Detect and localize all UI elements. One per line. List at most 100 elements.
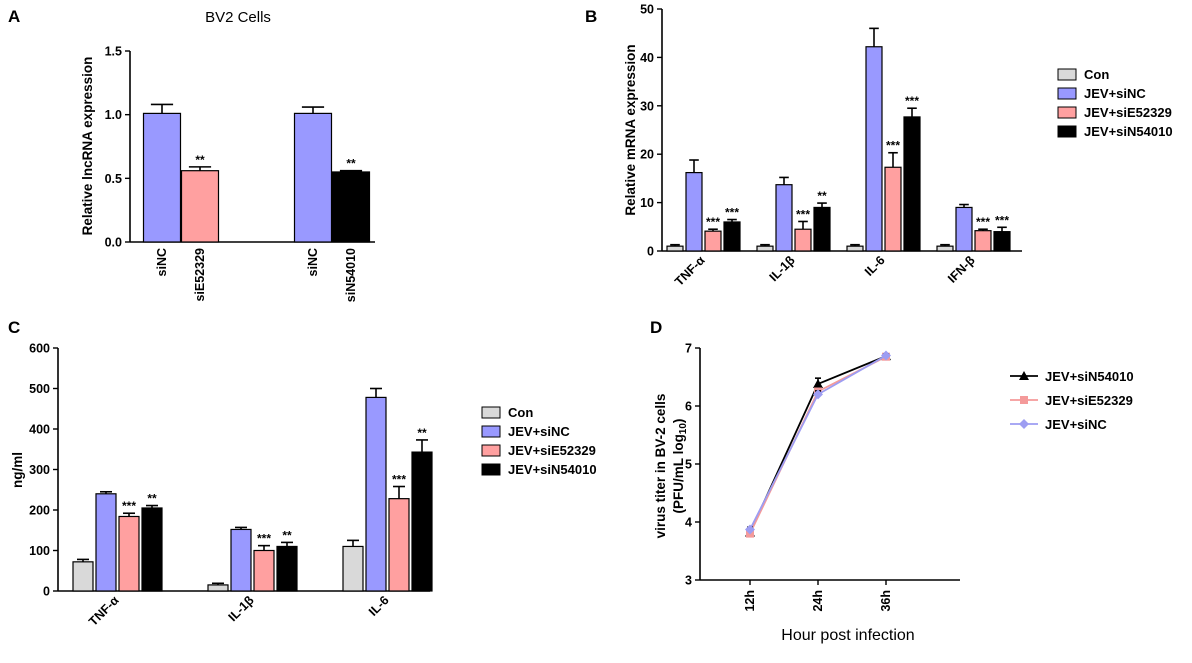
panel-d-legend-marker [1019,419,1029,429]
panel-b-significance: *** [995,213,1009,227]
panel-d-point [813,378,823,388]
panel-d-x-tick-label: 12h [743,590,757,612]
panel-d-point [813,389,823,400]
panel-a-bar [293,112,333,243]
panel-d-legend-marker [1020,396,1028,404]
panel-d-ylabel-line1: virus titer in BV-2 cells [653,394,668,539]
panel-b-y-tick-label: 50 [640,3,654,17]
panel-b-bar [974,230,992,252]
panel-letter-a: A [8,7,20,26]
panel-d-point [881,350,891,361]
panel-d-x-tick-label: 36h [879,590,893,612]
panel-c-y-tick-label: 400 [29,423,50,437]
panel-b-x-category-label: IL-1β [767,253,798,284]
panel-d-x-tick-label: 24h [811,590,825,612]
panel-d-chart: virus titer in BV-2 cells (PFU/mL log10)… [653,342,1134,645]
panel-c-bar [207,584,229,592]
panel-b-legend-label: Con [1084,67,1109,82]
panel-d-legend-marker [1019,371,1029,380]
panel-b-legend-swatch [1057,125,1077,138]
panel-c-legend-swatch [481,406,501,419]
panel-b-y-tick-label: 0 [647,245,654,259]
panel-c-ylabel: ng/ml [10,452,25,488]
panel-c-bar [342,545,364,592]
panel-d-y-tick-label: 3 [685,574,692,588]
panel-c-legend-swatch [481,444,501,457]
panel-b-legend-swatch [1057,87,1077,100]
panel-b-y-tick-label: 30 [640,99,654,113]
panel-b-significance: *** [706,215,720,229]
panel-c-legend-label: Con [508,405,533,420]
panel-b-ylabel: Relative mRNA expression [623,44,638,215]
panel-b-legend-swatch [1057,106,1077,119]
panel-c-legend-label: JEV+siE52329 [508,443,596,458]
panel-b-bar [846,245,864,252]
panel-a-ylabel: Relative lncRNA expression [80,57,95,236]
panel-c-bar [230,528,252,592]
panel-c-x-category-label: IL-6 [366,593,392,619]
panel-a-y-tick-label: 0.5 [105,172,122,186]
panel-a-y-tick-label: 0.0 [105,236,122,250]
panel-b-bar [884,166,902,252]
panel-c-significance: ** [147,492,157,506]
panel-a-x-label: siNC [155,248,169,276]
panel-c-bar [276,545,298,592]
panel-c-y-tick-label: 500 [29,382,50,396]
panel-b-bar [775,184,793,252]
panel-b-legend-label: JEV+siE52329 [1084,105,1172,120]
panel-b-y-tick-label: 20 [640,148,654,162]
panel-c-legend-label: JEV+siNC [508,424,570,439]
panel-c-y-tick-label: 600 [29,342,50,356]
panel-c-bar [253,549,275,592]
panel-d-legend-label: JEV+siNC [1045,417,1107,432]
panel-c-significance: ** [282,528,292,542]
panel-d-xlabel: Hour post infection [781,627,914,644]
panel-b-significance: *** [976,215,990,229]
panel-d-legend-label: JEV+siN54010 [1045,369,1134,384]
panel-d-y-tick-label: 6 [685,400,692,414]
panel-b-significance: *** [886,139,900,153]
panel-letter-b: B [585,7,597,26]
panel-a-bar [331,171,371,243]
panel-a-significance: ** [346,157,356,171]
panel-c-significance: ** [417,426,427,440]
panel-c-legend-label: JEV+siN54010 [508,462,597,477]
panel-b-significance: *** [796,207,810,221]
panel-b-significance: *** [725,206,739,220]
panel-c-bar [118,515,140,592]
panel-a-y-tick-label: 1.0 [105,108,122,122]
panel-letter-d: D [650,318,662,337]
panel-a-x-label: siN54010 [344,248,358,302]
panel-b-y-tick-label: 40 [640,51,654,65]
panel-b-legend-label: JEV+siNC [1084,86,1146,101]
panel-letter-c: C [8,318,20,337]
panel-c-y-tick-label: 300 [29,463,50,477]
panel-a-x-label: siE52329 [193,248,207,302]
panel-d-y-tick-label: 5 [685,458,692,472]
panel-c-x-category-label: TNF-α [86,593,122,629]
panel-c-significance: *** [392,473,406,487]
panel-d-point [745,524,755,535]
panel-a-bar [180,170,220,243]
panel-c-bar [95,493,117,592]
panel-b-x-category-label: TNF-α [672,253,708,289]
panel-b-bar [666,245,684,252]
panel-c-y-tick-label: 200 [29,504,50,518]
panel-b-bar [685,171,703,252]
panel-c-bar [388,498,410,592]
panel-a-bar [142,112,182,243]
panel-b-bar [903,116,921,252]
panel-b-bar [936,245,954,252]
panel-b-legend-label: JEV+siN54010 [1084,124,1173,139]
panel-c-legend-swatch [481,425,501,438]
panel-b-bar [993,231,1011,252]
panel-b-bar [955,206,973,252]
panel-b-significance: ** [817,189,827,203]
panel-a-title: BV2 Cells [205,9,271,26]
panel-a-significance: ** [195,153,205,167]
panel-c-significance: *** [257,532,271,546]
panel-a-chart: BV2 Cells Relative lncRNA expression 0.0… [80,9,375,302]
